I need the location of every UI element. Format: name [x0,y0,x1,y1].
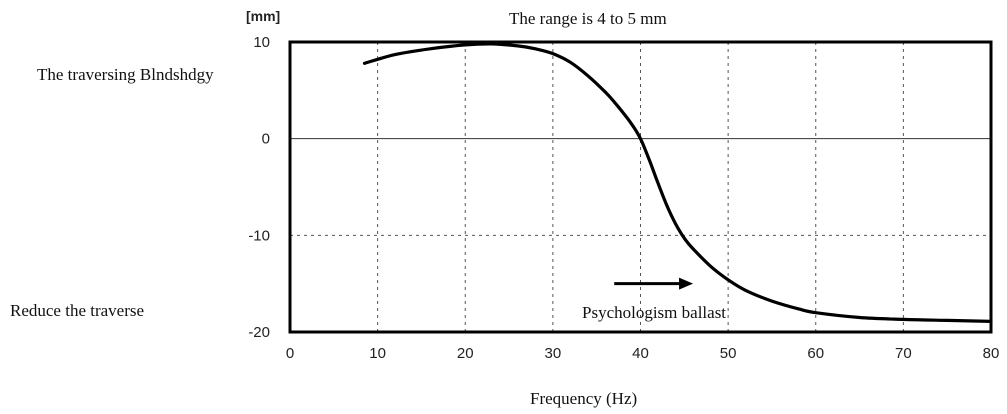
x-axis-label: Frequency (Hz) [530,389,637,408]
x-tick-labels: 0 10 20 30 40 50 60 70 80 [286,345,1000,362]
x-tick-label: 80 [983,345,1000,362]
y-tick-label: -10 [248,227,270,244]
x-tick-label: 0 [286,345,294,362]
x-tick-label: 50 [720,345,737,362]
arrow-head [679,277,694,290]
arrow [614,277,694,290]
plot-frame [288,40,993,334]
top-note: The range is 4 to 5 mm [509,9,667,28]
annotation-lower-left: Reduce the traverse [10,301,144,320]
y-tick-label: 0 [262,131,270,148]
grid-lines [290,42,991,332]
arrow-label: Psychologism ballast [582,303,726,322]
x-tick-label: 40 [632,345,649,362]
response-curve [362,42,993,323]
annotation-upper-left: The traversing Blndshdgy [37,65,214,84]
y-tick-labels: 10 0 -10 -20 [248,34,270,341]
x-tick-label: 60 [807,345,824,362]
y-tick-label: -20 [248,324,270,341]
x-tick-label: 20 [457,345,474,362]
unit-label: [mm] [246,8,280,24]
y-tick-label: 10 [253,34,270,51]
x-tick-label: 30 [545,345,562,362]
x-tick-label: 10 [369,345,386,362]
x-tick-label: 70 [895,345,912,362]
